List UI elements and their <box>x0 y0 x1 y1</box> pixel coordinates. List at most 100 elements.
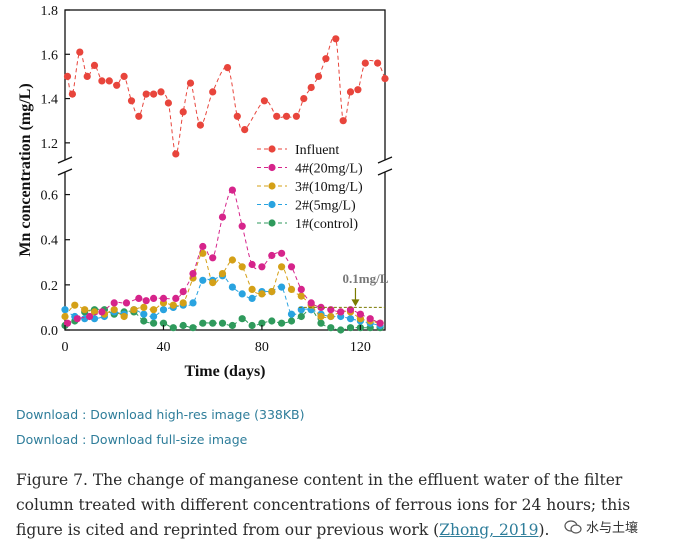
data-point <box>140 303 148 311</box>
data-point <box>223 64 232 72</box>
data-point <box>361 59 369 67</box>
data-point <box>339 117 347 125</box>
download-fullsize-link[interactable]: Download : Download full-size image <box>16 432 248 447</box>
data-point <box>140 310 148 318</box>
data-point <box>113 81 121 89</box>
data-point <box>61 306 69 314</box>
data-point <box>268 251 276 260</box>
download-highres-link[interactable]: Download : Download high-res image (338K… <box>16 407 305 422</box>
data-point <box>135 294 143 302</box>
upper-y-tick-label: 1.4 <box>41 93 59 108</box>
plot-area: 0.1mg/L <box>57 9 393 334</box>
data-point <box>196 121 204 129</box>
data-point <box>287 263 296 271</box>
series-influent <box>63 35 389 158</box>
upper-y-tick-label: 1.8 <box>41 4 59 19</box>
y-axis-label: Mn concentration (mg/L) <box>17 83 34 256</box>
legend-marker <box>268 219 276 227</box>
data-point <box>238 290 246 298</box>
data-point <box>157 88 165 96</box>
data-point <box>248 285 256 293</box>
data-point <box>86 312 94 321</box>
data-point <box>317 312 325 321</box>
data-point <box>354 86 362 94</box>
annotation-arrowhead <box>351 299 360 307</box>
lower-y-tick-label: 0.6 <box>41 189 59 204</box>
data-point <box>189 270 197 278</box>
data-point <box>73 315 81 323</box>
annotation-label: 0.1mg/L <box>343 271 389 286</box>
data-point <box>90 308 99 316</box>
lower-y-tick-label: 0.0 <box>41 324 59 339</box>
data-point <box>98 308 106 316</box>
data-point <box>186 79 195 87</box>
data-point <box>172 150 180 158</box>
lower-y-tick-label: 0.2 <box>41 279 59 294</box>
data-point <box>317 319 325 327</box>
legend-item: Influent <box>257 143 339 158</box>
data-point <box>346 324 355 332</box>
caption-text: Figure 7. The change of manganese conten… <box>16 471 631 539</box>
data-point <box>105 77 113 85</box>
data-point <box>209 88 217 96</box>
data-point <box>172 294 180 302</box>
data-point <box>238 263 246 271</box>
data-point <box>189 324 197 332</box>
data-point <box>150 306 158 314</box>
x-axis-label: Time (days) <box>184 363 265 380</box>
data-point <box>63 72 72 80</box>
data-point <box>241 126 249 134</box>
data-point <box>218 270 227 278</box>
data-point <box>287 317 296 325</box>
data-point <box>169 324 177 332</box>
data-point <box>346 306 355 314</box>
data-point <box>218 213 227 221</box>
data-point <box>81 306 89 314</box>
axis-break-mark-left <box>57 156 73 176</box>
data-point <box>142 90 150 98</box>
annotation-layer: 0.1mg/L <box>298 271 389 308</box>
data-point <box>218 319 227 327</box>
data-point <box>307 83 315 92</box>
data-point <box>292 112 300 120</box>
data-point <box>258 290 266 298</box>
data-point <box>199 242 207 251</box>
data-point <box>374 59 382 67</box>
legend-marker <box>268 182 276 190</box>
series-3-10mg-l- <box>61 249 384 327</box>
series-line <box>67 35 386 155</box>
data-point <box>135 112 143 120</box>
data-point <box>268 317 276 325</box>
data-point <box>150 319 158 327</box>
data-point <box>381 75 389 83</box>
data-point <box>278 283 286 291</box>
lower-y-tick-label: 0.4 <box>41 234 59 249</box>
data-point <box>327 324 335 332</box>
data-point <box>159 294 168 302</box>
data-point <box>159 306 168 314</box>
data-point <box>122 299 131 307</box>
data-point <box>61 312 69 321</box>
data-point <box>238 315 246 323</box>
data-point <box>209 254 217 262</box>
data-point <box>179 288 187 296</box>
legend-marker <box>268 163 276 172</box>
data-point <box>322 55 330 63</box>
data-point <box>90 61 99 69</box>
data-point <box>278 319 286 327</box>
data-point <box>238 222 246 230</box>
legend-label: 1#(control) <box>295 217 358 232</box>
legend-label: 2#(5mg/L) <box>295 199 356 214</box>
data-point <box>273 112 281 120</box>
legend: Influent 4#(20mg/L) 3#(10mg/L) 2#(5mg/L) 1#(… <box>257 143 363 232</box>
x-tick-label: 0 <box>62 340 69 355</box>
data-point <box>140 317 148 325</box>
data-point <box>287 285 296 293</box>
data-point <box>346 88 355 96</box>
data-point <box>297 312 305 321</box>
data-point <box>307 299 315 307</box>
data-point <box>258 319 266 327</box>
watermark: 水与土壤 <box>560 516 643 537</box>
citation-link[interactable]: Zhong, 2019 <box>439 521 539 539</box>
upper-y-tick-label: 1.2 <box>41 137 59 152</box>
